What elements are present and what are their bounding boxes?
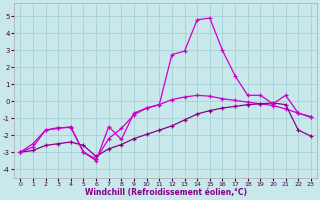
X-axis label: Windchill (Refroidissement éolien,°C): Windchill (Refroidissement éolien,°C) bbox=[84, 188, 247, 197]
